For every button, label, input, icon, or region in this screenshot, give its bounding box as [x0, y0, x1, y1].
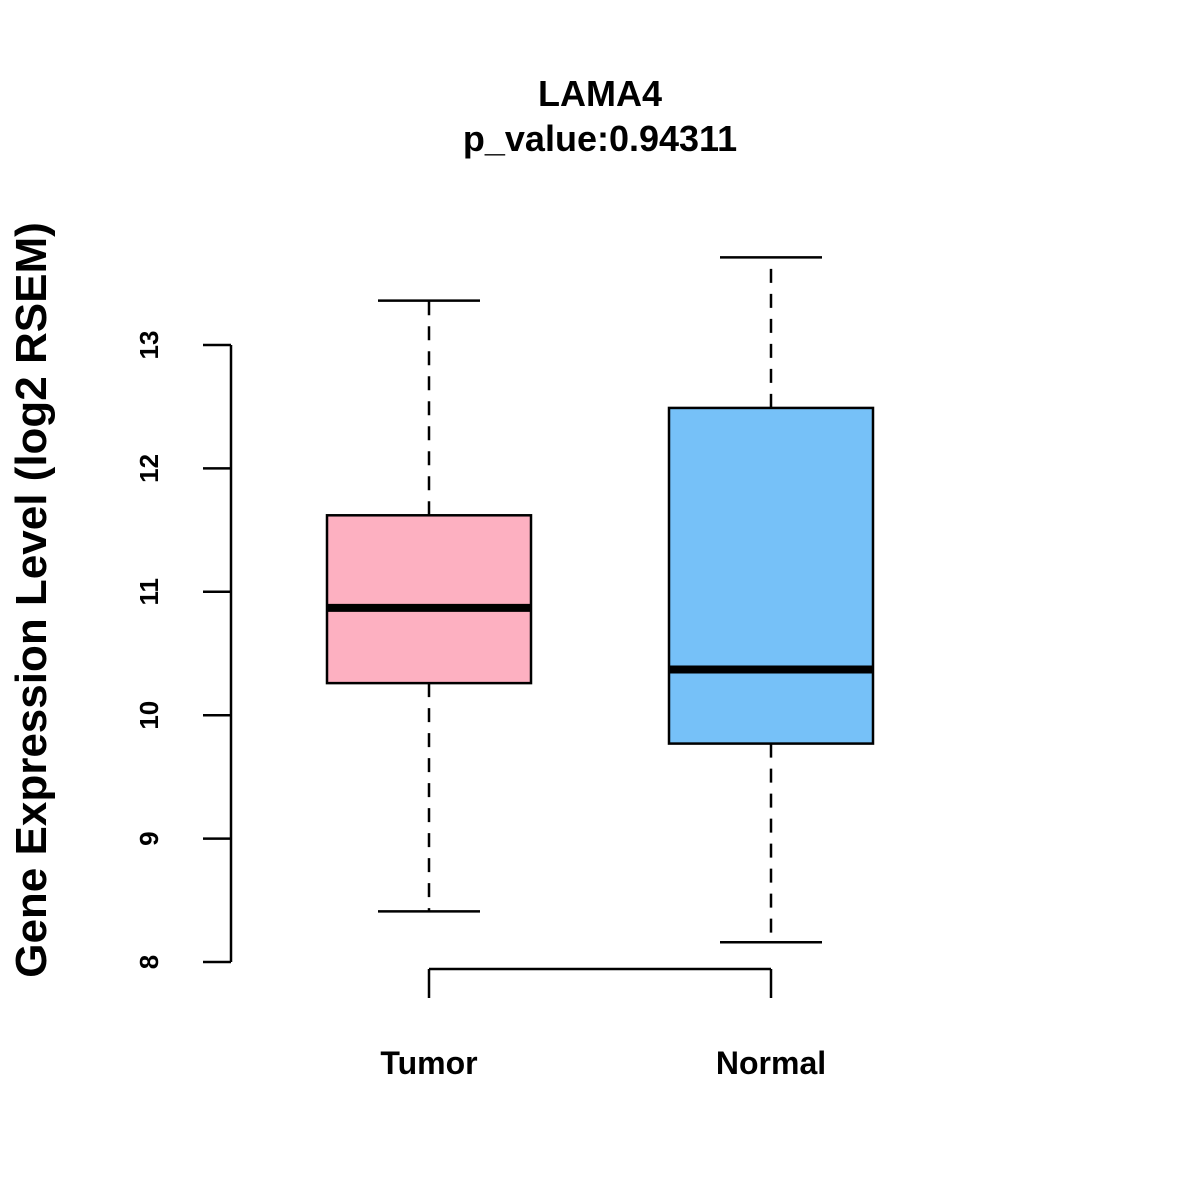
chart-title: LAMA4	[538, 73, 662, 114]
x-tick-label-normal: Normal	[716, 1045, 826, 1081]
box-normal	[667, 256, 875, 944]
boxes-group	[325, 256, 875, 944]
iqr-box	[325, 514, 533, 685]
y-tick-label: 12	[134, 454, 164, 483]
y-tick-label: 8	[134, 955, 164, 969]
y-axis: 8 9 10 11 12 13	[134, 331, 233, 969]
y-axis-label: Gene Expression Level (log2 RSEM)	[7, 222, 56, 978]
x-tick-label-tumor: Tumor	[380, 1045, 477, 1081]
y-tick-label: 13	[134, 331, 164, 360]
y-tick-label: 11	[134, 578, 164, 606]
x-axis: Tumor Normal	[380, 967, 826, 1081]
chart-subtitle: p_value:0.94311	[463, 118, 737, 159]
y-tick-label: 9	[134, 831, 164, 845]
y-tick-label: 10	[134, 701, 164, 730]
iqr-box	[667, 406, 875, 745]
box-tumor	[325, 299, 533, 913]
